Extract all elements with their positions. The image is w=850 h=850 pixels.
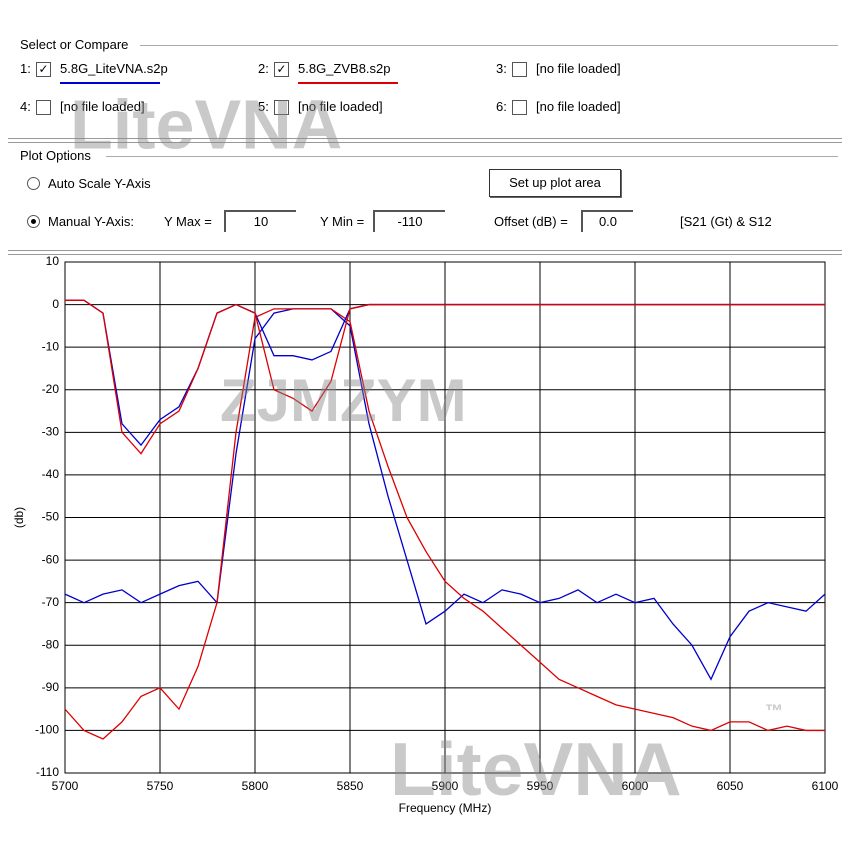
x-tick-label: 5750 bbox=[147, 779, 174, 793]
x-tick-label: 6000 bbox=[622, 779, 649, 793]
watermark: ZJMZYM bbox=[220, 367, 467, 434]
y-tick-label: -110 bbox=[36, 765, 59, 779]
y-tick-label: -70 bbox=[42, 595, 60, 609]
checkbox[interactable] bbox=[512, 62, 527, 77]
y-tick-label: -60 bbox=[42, 552, 60, 566]
x-tick-label: 6050 bbox=[717, 779, 744, 793]
series-line bbox=[65, 299, 825, 455]
field-label: Y Max = bbox=[164, 214, 212, 229]
y-tick-label: -10 bbox=[42, 339, 60, 353]
radio[interactable] bbox=[27, 215, 40, 228]
group-line bbox=[140, 45, 838, 46]
separator bbox=[8, 138, 842, 143]
ymax-input[interactable]: 10 bbox=[224, 210, 296, 232]
file-name: [no file loaded] bbox=[60, 99, 145, 114]
radio-label[interactable]: Auto Scale Y-Axis bbox=[48, 176, 151, 191]
checkbox[interactable]: ✓ bbox=[36, 62, 51, 77]
y-tick-label: 0 bbox=[52, 297, 59, 311]
x-axis-label: Frequency (MHz) bbox=[399, 801, 492, 815]
legend-line bbox=[60, 82, 160, 84]
y-tick-label: -20 bbox=[42, 382, 60, 396]
separator bbox=[8, 250, 842, 255]
x-tick-label: 6100 bbox=[812, 779, 839, 793]
y-tick-label: -100 bbox=[35, 723, 59, 737]
ymin-input[interactable]: -110 bbox=[373, 210, 445, 232]
group-title: Plot Options bbox=[20, 148, 91, 163]
y-axis-label: (db) bbox=[12, 507, 26, 528]
x-tick-label: 5800 bbox=[242, 779, 269, 793]
file-name: [no file loaded] bbox=[536, 99, 621, 114]
x-tick-label: 5700 bbox=[52, 779, 79, 793]
checkbox[interactable] bbox=[274, 100, 289, 115]
series-line bbox=[64, 308, 825, 740]
y-tick-label: -80 bbox=[42, 637, 60, 651]
file-index: 5: bbox=[258, 99, 269, 114]
mode-label: [S21 (Gt) & S12 bbox=[680, 214, 772, 229]
file-index: 2: bbox=[258, 61, 269, 76]
file-index: 1: bbox=[20, 61, 31, 76]
offset-input[interactable]: 0.0 bbox=[581, 210, 633, 232]
watermark: LiteVNA bbox=[390, 727, 682, 811]
button[interactable]: Set up plot area bbox=[489, 169, 621, 197]
group-line bbox=[106, 156, 838, 157]
file-index: 3: bbox=[496, 61, 507, 76]
file-name: 5.8G_ZVB8.s2p bbox=[298, 61, 391, 76]
watermark: LiteVNA bbox=[70, 85, 342, 163]
y-tick-label: -30 bbox=[42, 425, 60, 439]
y-tick-label: -40 bbox=[42, 467, 60, 481]
checkbox[interactable] bbox=[36, 100, 51, 115]
x-tick-label: 5900 bbox=[432, 779, 459, 793]
y-tick-label: -90 bbox=[42, 680, 60, 694]
group-title: Select or Compare bbox=[20, 37, 129, 52]
field-label: Offset (dB) = bbox=[494, 214, 568, 229]
radio-label[interactable]: Manual Y-Axis: bbox=[48, 214, 134, 229]
checkbox[interactable]: ✓ bbox=[274, 62, 289, 77]
legend-line bbox=[298, 82, 398, 84]
file-index: 4: bbox=[20, 99, 31, 114]
series-line bbox=[64, 308, 826, 681]
checkbox[interactable] bbox=[512, 100, 527, 115]
file-name: 5.8G_LiteVNA.s2p bbox=[60, 61, 168, 76]
field-label: Y Min = bbox=[320, 214, 365, 229]
file-name: [no file loaded] bbox=[536, 61, 621, 76]
file-index: 6: bbox=[496, 99, 507, 114]
y-tick-label: -50 bbox=[42, 510, 60, 524]
x-tick-label: 5850 bbox=[337, 779, 364, 793]
file-name: [no file loaded] bbox=[298, 99, 383, 114]
watermark: ™ bbox=[765, 701, 783, 721]
radio-dot bbox=[31, 219, 36, 224]
y-tick-label: 10 bbox=[46, 254, 60, 268]
radio[interactable] bbox=[27, 177, 40, 190]
x-tick-label: 5950 bbox=[527, 779, 554, 793]
